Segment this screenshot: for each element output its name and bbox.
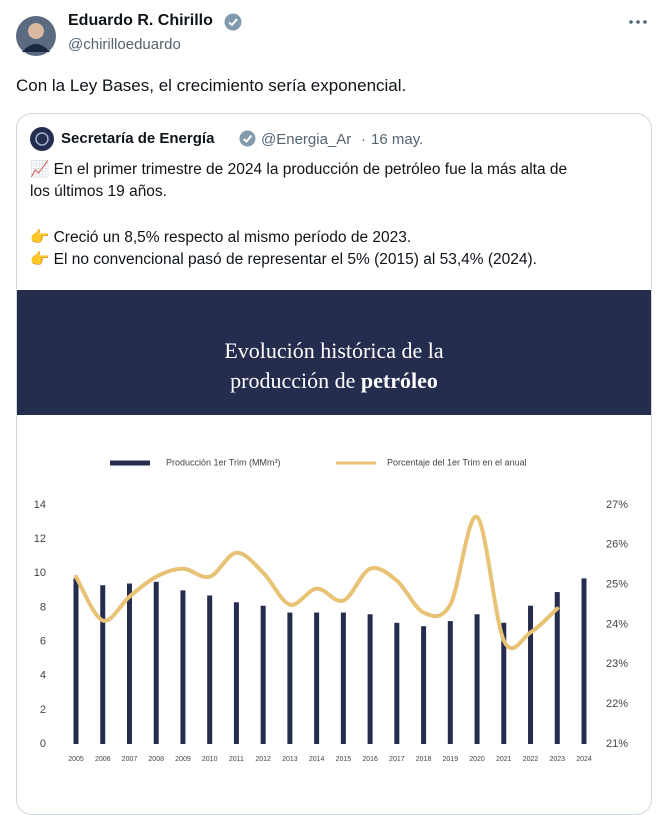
x-tick-label: 2012 — [255, 756, 271, 763]
bar — [501, 622, 507, 744]
line — [74, 514, 560, 651]
bar — [260, 605, 266, 744]
y2-tick-label: 26% — [606, 539, 628, 551]
x-tick-label: 2006 — [95, 756, 111, 763]
quoted-tweet[interactable]: Secretaría de Energía @Energia_Ar · 16 m… — [16, 113, 652, 815]
x-tick-label: 2018 — [416, 756, 432, 763]
bar — [528, 605, 534, 744]
x-tick-label: 2022 — [523, 756, 539, 763]
quote-line: 👉 Creció un 8,5% respecto al mismo perío… — [30, 229, 412, 246]
bar — [287, 612, 293, 744]
x-tick-label: 2007 — [122, 756, 138, 763]
y2-tick-label: 25% — [606, 579, 628, 591]
bar — [474, 614, 480, 744]
separator: · — [361, 131, 366, 148]
x-tick-label: 2021 — [496, 756, 512, 763]
bar — [340, 612, 346, 744]
verified-badge — [239, 130, 256, 147]
bar — [421, 626, 427, 744]
legend-label: Producción 1er Trim (MMm³) — [166, 457, 281, 467]
y-tick-label: 6 — [40, 635, 46, 647]
y-tick-label: 8 — [40, 601, 46, 613]
bar — [100, 585, 106, 744]
bar — [207, 595, 213, 744]
author-handle[interactable]: @chirilloeduardo — [68, 36, 181, 53]
quote-name[interactable]: Secretaría de Energía — [61, 130, 215, 147]
chart: 0 2 4 6 8 10 12 14 21% 22% 23% 24% 25% 26% 27% 2005 2006… — [34, 457, 628, 763]
bar — [314, 612, 320, 744]
y-tick-label: 14 — [34, 499, 46, 511]
y-tick-label: 10 — [34, 567, 46, 579]
page: {"tweet":{"name":"Eduardo R. Chirillo","… — [16, 12, 652, 815]
x-tick-label: 2005 — [68, 756, 84, 763]
y-tick-label: 0 — [40, 738, 46, 750]
more-button[interactable] — [628, 18, 648, 26]
chart-title: producción de petróleo — [17, 368, 651, 394]
y2-tick-label: 23% — [606, 658, 628, 670]
quote-line: 📈 En el primer trimestre de 2024 la prod… — [30, 161, 568, 178]
y-tick-label: 12 — [34, 533, 46, 545]
x-tick-label: 2020 — [469, 756, 485, 763]
x-tick-label: 2013 — [282, 756, 298, 763]
x-tick-label: 2024 — [576, 756, 592, 763]
quote-line: 👉 El no convencional pasó de representar… — [30, 251, 537, 268]
bar — [73, 578, 79, 744]
y2-tick-label: 27% — [606, 499, 628, 511]
x-tick-label: 2017 — [389, 756, 405, 763]
chart-title: Evolución histórica de la — [224, 338, 444, 363]
author-name[interactable]: Eduardo R. Chirillo — [68, 12, 213, 29]
bar — [180, 590, 186, 744]
verified-badge — [224, 13, 242, 31]
x-tick-label: 2011 — [229, 756, 244, 763]
bar — [554, 592, 560, 744]
quote-avatar — [30, 127, 54, 151]
x-tick-label: 2019 — [443, 756, 459, 763]
bar — [581, 578, 587, 744]
x-tick-label: 2015 — [336, 756, 352, 763]
x-tick-label: 2023 — [549, 756, 565, 763]
x-tick-label: 2009 — [175, 756, 191, 763]
bar — [394, 622, 400, 744]
chart-title: producción de — [230, 368, 356, 393]
quote-handle[interactable]: @Energia_Ar — [261, 131, 352, 148]
y-tick-label: 2 — [40, 704, 46, 716]
bar — [233, 602, 239, 744]
x-tick-label: 2014 — [309, 756, 325, 763]
bar — [367, 614, 373, 744]
y2-tick-label: 24% — [606, 618, 628, 630]
y2-tick-label: 21% — [606, 738, 628, 750]
x-tick-label: 2010 — [202, 756, 218, 763]
bar — [447, 621, 453, 744]
x-tick-label: 2008 — [148, 756, 164, 763]
chart-banner: Evolución histórica de la producción de … — [17, 290, 651, 415]
bar — [126, 583, 132, 744]
quote-date[interactable]: 16 may. — [371, 131, 424, 148]
chart-title-bold: petróleo — [360, 368, 438, 393]
y-tick-label: 4 — [40, 670, 46, 682]
bar — [153, 581, 159, 744]
avatar[interactable] — [16, 16, 56, 56]
x-tick-label: 2016 — [362, 756, 378, 763]
tweet-text: Con la Ley Bases, el crecimiento sería e… — [16, 76, 407, 95]
quote-line: los últimos 19 años. — [30, 183, 167, 200]
y2-tick-label: 22% — [606, 698, 628, 710]
legend-label: Porcentaje del 1er Trim en el anual — [387, 457, 527, 467]
